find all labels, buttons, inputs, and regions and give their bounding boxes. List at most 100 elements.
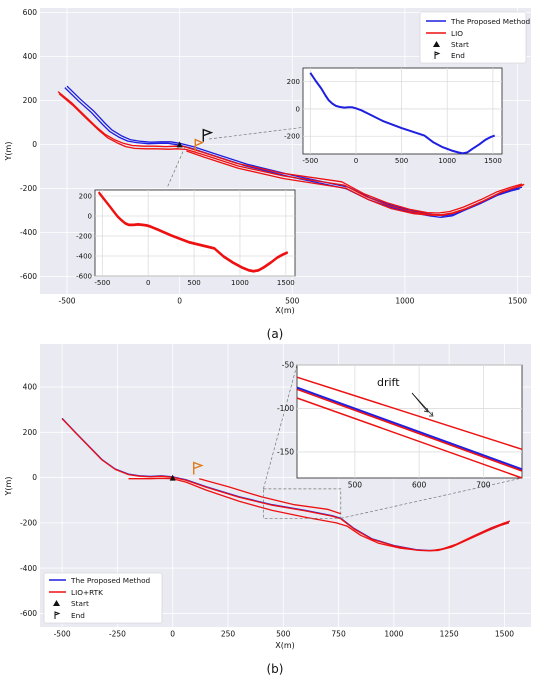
x-tick-label: 1500 <box>495 630 514 639</box>
panel-a-chart: -500 0 500 1000 1500 -600-400-2000200400600 … <box>4 8 531 341</box>
drift-arrow <box>411 392 433 416</box>
panel-a-legend: The Proposed Method LIO Start End <box>419 11 530 64</box>
panel-a-xlabel: X(m) <box>275 306 295 315</box>
x-tick-label: 0 <box>146 279 150 287</box>
y-tick-label: 0 <box>88 212 92 220</box>
end-flag-icon <box>434 51 441 59</box>
legend-box <box>419 11 527 64</box>
y-tick-label: -50 <box>282 361 294 370</box>
drift-arrows <box>411 392 434 417</box>
inset-b-grid <box>297 364 522 478</box>
panel-b-markers <box>169 461 204 481</box>
legend-entry: Start <box>451 40 469 49</box>
legend-entry: LIO+RTK <box>71 588 103 597</box>
x-tick-label: 1000 <box>395 297 414 306</box>
legend-entry: LIO <box>451 29 463 38</box>
x-tick-label: 500 <box>276 630 291 639</box>
inset-series-line <box>98 192 288 273</box>
x-tick-label: 500 <box>348 481 363 490</box>
y-tick-label: 0 <box>32 473 37 482</box>
x-tick-label: 1500 <box>484 157 502 165</box>
y-tick-label: -100 <box>277 404 294 413</box>
panel-a-series <box>57 85 525 219</box>
x-tick-label: 1000 <box>438 157 456 165</box>
x-tick-label: 700 <box>476 481 491 490</box>
y-tick-label: -200 <box>20 184 37 193</box>
inset-blue-frame <box>302 67 503 155</box>
panel-b-y-ticks: -600 -400 -200 0 200 400 <box>20 383 37 618</box>
panel-b-x-ticks: -500 -250 0 250 500 750 1000 1250 1500 <box>54 630 515 639</box>
panel-a-x-ticks: -500 0 500 1000 1500 <box>59 297 528 306</box>
x-tick-label: 750 <box>331 630 346 639</box>
inset-series-line <box>296 386 523 471</box>
inset-b-x-ticks: 500 600 700 <box>348 481 491 490</box>
panel-b-legend: The Proposed Method LIO+RTK Start End <box>43 572 163 624</box>
y-tick-label: -400 <box>76 252 92 260</box>
inset-b-series <box>296 376 523 479</box>
panel-b-caption: (b) <box>267 662 284 676</box>
x-tick-label: 1000 <box>231 279 249 287</box>
inset-b-y-ticks: -150 -100 -50 <box>277 361 294 457</box>
x-tick-label: 0 <box>177 297 182 306</box>
y-tick-label: -600 <box>76 272 92 280</box>
y-tick-label: 400 <box>23 383 38 392</box>
start-marker <box>169 474 176 481</box>
inset-blue-y-ticks: -200 0 200 <box>284 78 300 141</box>
series-line <box>199 478 342 515</box>
y-tick-label: 200 <box>79 192 92 200</box>
series-line <box>57 91 523 214</box>
end-marker <box>202 128 214 142</box>
legend-entry: End <box>71 611 85 620</box>
x-tick-label: 1000 <box>384 630 403 639</box>
panel-a-caption: (a) <box>267 327 284 341</box>
panel-b-ylabel: Y(m) <box>4 477 13 497</box>
inset-red-series <box>97 191 289 273</box>
y-tick-label: -200 <box>20 518 37 527</box>
x-tick-label: -500 <box>94 279 110 287</box>
y-tick-label: 200 <box>23 96 38 105</box>
x-tick-label: 0 <box>170 630 175 639</box>
legend-entry: End <box>451 51 465 60</box>
series-line <box>186 150 525 216</box>
x-tick-label: 1500 <box>508 297 527 306</box>
x-tick-label: -500 <box>59 297 76 306</box>
y-tick-label: -150 <box>277 448 294 457</box>
panel-b-zoom-box <box>263 488 342 519</box>
y-tick-label: -600 <box>20 609 37 618</box>
zoom-connector-line <box>166 146 186 189</box>
inset-series-line <box>296 376 523 451</box>
y-tick-label: 400 <box>23 52 38 61</box>
x-tick-label: -500 <box>54 630 71 639</box>
drift-annotation: drift <box>377 376 400 389</box>
x-tick-label: 1250 <box>440 630 459 639</box>
y-tick-label: -400 <box>20 228 37 237</box>
panel-b-series <box>61 417 511 552</box>
zoom-connector-line <box>263 364 298 489</box>
x-tick-label: 500 <box>285 297 300 306</box>
end-flag-icon <box>54 611 61 619</box>
panel-a-inset-red: -500 0 500 1000 1500 -600 -400 -200 0 200 <box>76 189 296 287</box>
panel-a-inset-blue: -500 0 500 1000 1500 -200 0 200 <box>284 67 503 165</box>
inset-red-frame <box>94 189 296 277</box>
panel-a-y-ticks: -600 -400 -200 0 200 400 600 <box>20 8 37 281</box>
y-tick-label: -600 <box>20 272 37 281</box>
drift-arrowhead <box>429 411 434 417</box>
y-tick-label: 200 <box>23 428 38 437</box>
panel-a-ylabel: Y(m) <box>4 142 13 162</box>
inset-series-line <box>97 191 289 272</box>
drift-arrowhead <box>423 407 429 413</box>
zoom-connector-line <box>208 126 307 140</box>
x-tick-label: 500 <box>395 157 408 165</box>
y-tick-label: -200 <box>284 133 300 141</box>
inset-series-line <box>296 397 523 479</box>
inset-red-y-ticks: -600 -400 -200 0 200 <box>76 192 92 280</box>
legend-entry: The Proposed Method <box>450 17 530 26</box>
end-marker <box>194 138 205 152</box>
y-tick-label: 0 <box>32 140 37 149</box>
x-tick-label: 0 <box>354 157 358 165</box>
inset-series-line <box>296 388 523 472</box>
series-line <box>128 477 511 552</box>
legend-entry: The Proposed Method <box>70 576 150 585</box>
inset-red-grid <box>95 190 295 277</box>
